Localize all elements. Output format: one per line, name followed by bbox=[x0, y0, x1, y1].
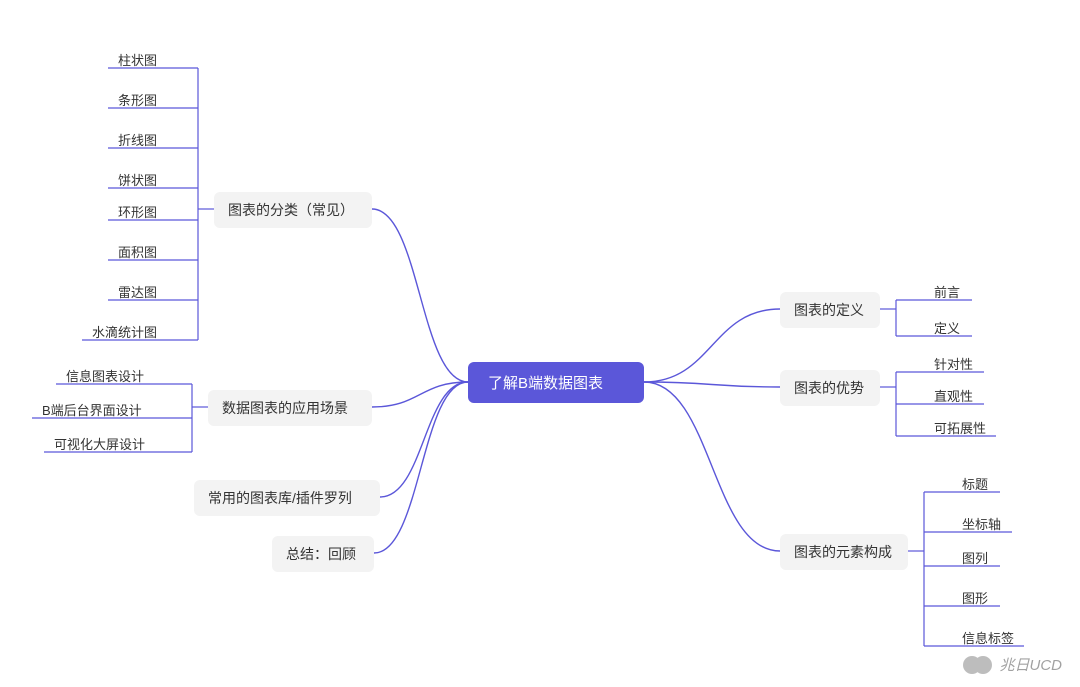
leaf-node-r1l2: 定义 bbox=[928, 314, 966, 341]
leaf-node-b2l2: B端后台界面设计 bbox=[36, 396, 148, 423]
watermark: 兆日UCD bbox=[963, 654, 1063, 675]
branch-node-b3: 常用的图表库/插件罗列 bbox=[194, 480, 380, 516]
leaf-node-b1l5: 环形图 bbox=[112, 198, 163, 225]
leaf-node-r3l4: 图形 bbox=[956, 584, 994, 611]
leaf-node-r3l2: 坐标轴 bbox=[956, 510, 1007, 537]
leaf-node-r2l2: 直观性 bbox=[928, 382, 979, 409]
leaf-node-r3l5: 信息标签 bbox=[956, 624, 1020, 651]
mindmap-canvas: 兆日UCD 了解B端数据图表 图表的分类（常见） 柱状图条形图折线图饼状图环形图面积… bbox=[0, 0, 1080, 687]
watermark-text: 兆日UCD bbox=[1000, 654, 1063, 675]
branch-node-b1: 图表的分类（常见） bbox=[214, 192, 372, 228]
branch-node-r1: 图表的定义 bbox=[780, 292, 880, 328]
wechat-icon bbox=[963, 656, 992, 674]
leaf-node-b1l4: 饼状图 bbox=[112, 166, 163, 193]
leaf-node-b1l6: 面积图 bbox=[112, 238, 163, 265]
leaf-node-b1l7: 雷达图 bbox=[112, 278, 163, 305]
leaf-node-r3l1: 标题 bbox=[956, 470, 994, 497]
leaf-node-r3l3: 图列 bbox=[956, 544, 994, 571]
leaf-node-b2l3: 可视化大屏设计 bbox=[48, 430, 151, 457]
branch-node-r3: 图表的元素构成 bbox=[780, 534, 908, 570]
branch-node-r2: 图表的优势 bbox=[780, 370, 880, 406]
leaf-node-r1l1: 前言 bbox=[928, 278, 966, 305]
leaf-node-b1l3: 折线图 bbox=[112, 126, 163, 153]
leaf-node-r2l3: 可拓展性 bbox=[928, 414, 992, 441]
leaf-node-r2l1: 针对性 bbox=[928, 350, 979, 377]
branch-node-b4: 总结：回顾 bbox=[272, 536, 374, 572]
leaf-node-b1l1: 柱状图 bbox=[112, 46, 163, 73]
root-node-root: 了解B端数据图表 bbox=[468, 362, 644, 403]
leaf-node-b2l1: 信息图表设计 bbox=[60, 362, 150, 389]
leaf-node-b1l2: 条形图 bbox=[112, 86, 163, 113]
leaf-node-b1l8: 水滴统计图 bbox=[86, 318, 163, 345]
branch-node-b2: 数据图表的应用场景 bbox=[208, 390, 372, 426]
